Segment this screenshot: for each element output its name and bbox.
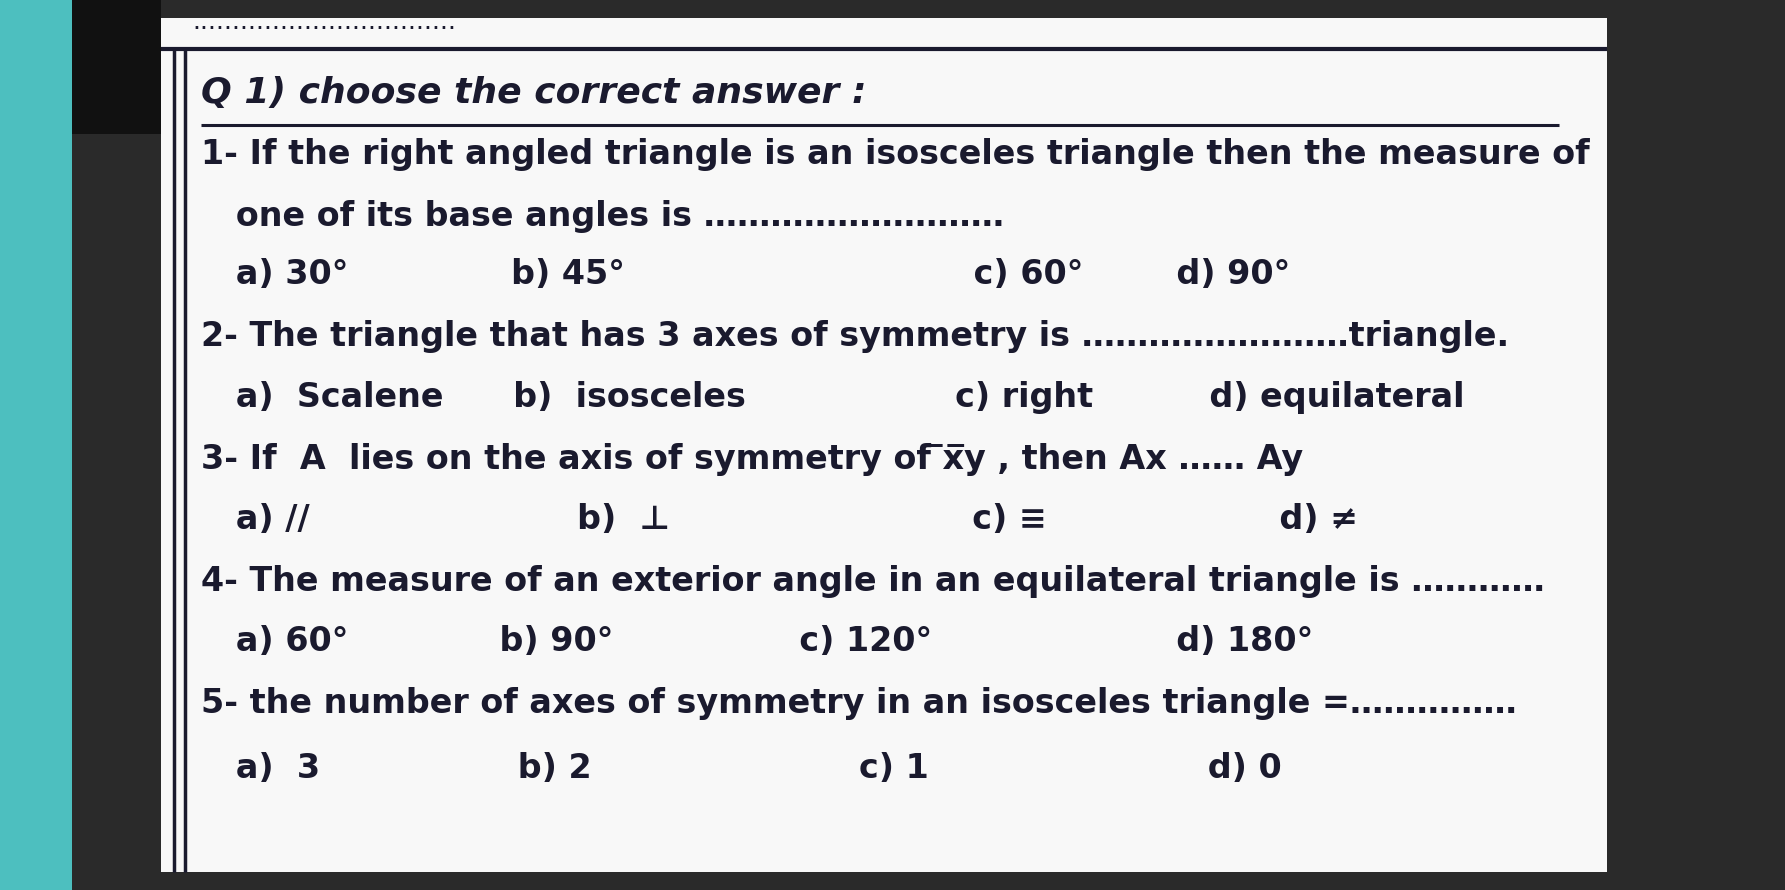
- Text: Q 1) choose the correct answer :: Q 1) choose the correct answer :: [202, 76, 866, 109]
- Text: a) //                       b)  ⊥                          c) ≡                 : a) // b) ⊥ c) ≡: [202, 503, 1358, 536]
- Text: 2- The triangle that has 3 axes of symmetry is ……………………triangle.: 2- The triangle that has 3 axes of symme…: [202, 320, 1508, 353]
- Text: 1- If the right angled triangle is an isosceles triangle then the measure of: 1- If the right angled triangle is an is…: [202, 138, 1589, 171]
- Text: .................................: .................................: [193, 11, 457, 34]
- Text: 5- the number of axes of symmetry in an isosceles triangle =……………: 5- the number of axes of symmetry in an …: [202, 687, 1517, 720]
- Bar: [0, 0, 161, 134]
- Text: a) 60°             b) 90°                c) 120°                     d) 180°: a) 60° b) 90° c) 120° d) 180°: [202, 625, 1314, 658]
- Text: 3- If  A  lies on the axis of symmetry of ̅x̅y , then Ax …… Ay: 3- If A lies on the axis of symmetry of …: [202, 443, 1303, 476]
- Text: one of its base angles is ………………………: one of its base angles is ………………………: [202, 200, 1003, 233]
- Text: a) 30°              b) 45°                              c) 60°        d) 90°: a) 30° b) 45° c) 60° d) 90°: [202, 258, 1291, 291]
- Text: a)  Scalene      b)  isosceles                  c) right          d) equilateral: a) Scalene b) isosceles c) right d) equi…: [202, 381, 1464, 414]
- Bar: [0, 0, 73, 890]
- Text: a)  3                 b) 2                       c) 1                        d) : a) 3 b) 2 c) 1 d): [202, 752, 1282, 785]
- Text: 4- The measure of an exterior angle in an equilateral triangle is …………: 4- The measure of an exterior angle in a…: [202, 565, 1544, 598]
